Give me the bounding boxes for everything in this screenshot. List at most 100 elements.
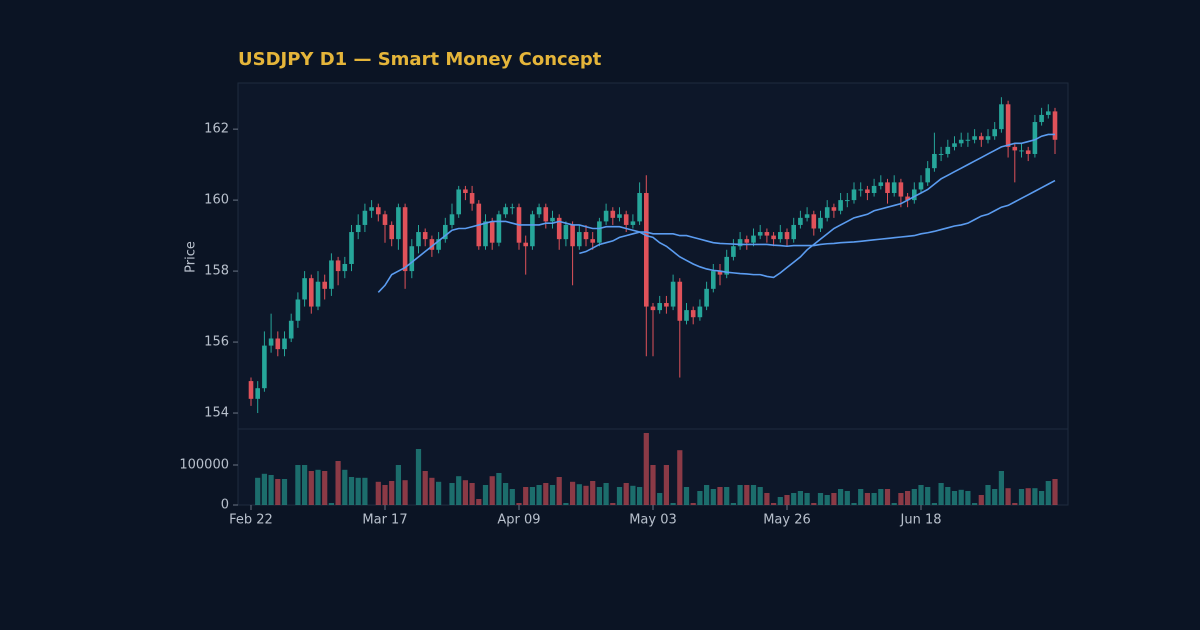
candle-body — [510, 207, 515, 209]
moving-average-line — [579, 179, 1056, 255]
volume-bar — [978, 495, 984, 505]
volume-bar — [911, 489, 917, 505]
volume-bar — [415, 449, 422, 505]
candle-body — [845, 200, 850, 202]
price-panel — [237, 82, 1069, 430]
volume-bar — [898, 493, 904, 505]
volume-bar — [590, 481, 596, 505]
candle-body — [416, 232, 421, 247]
candle-body — [791, 224, 796, 240]
volume-bar — [690, 503, 696, 505]
candle-body — [550, 217, 555, 222]
candle-body — [630, 221, 636, 225]
volume-bar — [657, 493, 663, 505]
candle-body — [979, 136, 984, 140]
candle-body — [556, 217, 562, 240]
volume-bar — [543, 483, 549, 505]
candle-body — [657, 303, 662, 311]
candle-body — [268, 338, 274, 346]
volume-bar — [985, 485, 991, 505]
candle-body — [469, 193, 475, 204]
candle-body — [496, 214, 502, 243]
candle-body — [309, 278, 314, 307]
volume-bar — [302, 465, 308, 505]
volume-bar — [1039, 491, 1045, 505]
volume-bar — [925, 487, 931, 505]
candle-body — [583, 232, 589, 240]
volume-bar — [576, 484, 582, 505]
candle-body — [597, 221, 602, 243]
volume-bar — [871, 493, 877, 505]
volume-bar — [375, 481, 381, 505]
volume-bar — [1032, 488, 1038, 505]
candle-body — [275, 338, 281, 350]
candle-body — [925, 168, 930, 183]
volume-bar — [811, 503, 817, 505]
volume-bar — [750, 485, 757, 505]
candle-body — [965, 139, 971, 141]
volume-bar — [797, 491, 803, 505]
volume-bar — [563, 503, 569, 505]
candle-body — [389, 224, 394, 240]
candle-body — [282, 338, 287, 350]
candle-body — [898, 182, 904, 197]
candle-body — [335, 260, 341, 272]
volume-bar — [255, 477, 261, 505]
candle-body — [831, 207, 837, 211]
candle-body — [590, 239, 595, 243]
volume-bar — [529, 487, 535, 505]
candle-body — [891, 182, 897, 194]
volume-bar — [1052, 479, 1058, 505]
candle-body — [409, 246, 415, 272]
candle-body — [1025, 150, 1031, 154]
x-tick-label: Apr 09 — [497, 513, 540, 528]
volume-bar — [771, 503, 777, 505]
y-tick-label: 160 — [204, 193, 229, 208]
volume-bar — [583, 485, 589, 505]
x-tick-label: Jun 18 — [900, 513, 942, 528]
volume-bar — [489, 476, 495, 505]
volume-bar — [328, 503, 334, 505]
volume-bar — [951, 491, 958, 505]
candle-body — [798, 217, 803, 225]
volume-bar — [817, 493, 824, 505]
candle-body — [804, 214, 810, 218]
candle-body — [952, 143, 957, 147]
candle-body — [456, 189, 461, 215]
volume-bar — [395, 465, 401, 505]
candle-body — [376, 207, 381, 215]
volume-bar — [1018, 489, 1025, 505]
candle-body — [530, 214, 535, 247]
candle-body — [731, 246, 736, 257]
candle-body — [677, 281, 683, 321]
candle-body — [784, 232, 790, 240]
volume-bar — [496, 473, 502, 505]
volume-bar — [844, 491, 850, 505]
volume-bar — [308, 471, 314, 505]
volume-bar — [918, 485, 924, 505]
candle-body — [396, 207, 401, 240]
volume-bar — [878, 489, 884, 505]
candle-body — [1012, 146, 1018, 151]
volume-bar — [355, 477, 361, 505]
volume-bar — [275, 479, 281, 505]
volume-bar — [851, 503, 857, 505]
x-tick-label: Mar 17 — [362, 513, 407, 528]
candle-body — [771, 235, 776, 240]
candle-body — [724, 256, 729, 275]
candle-body — [369, 207, 374, 211]
candle-body — [489, 221, 495, 243]
candle-body — [355, 224, 361, 233]
volume-bar — [670, 503, 676, 505]
candle-body — [865, 189, 870, 194]
candle-body — [644, 193, 649, 307]
volume-bar — [315, 469, 321, 505]
volume-bar — [342, 469, 348, 505]
volume-bar — [536, 485, 542, 505]
candle-body — [382, 214, 388, 225]
candle-body — [483, 221, 488, 247]
volume-bar — [972, 503, 978, 505]
x-tick-label: Feb 22 — [229, 513, 273, 528]
volume-bar — [523, 487, 529, 505]
candle-body — [932, 153, 937, 169]
